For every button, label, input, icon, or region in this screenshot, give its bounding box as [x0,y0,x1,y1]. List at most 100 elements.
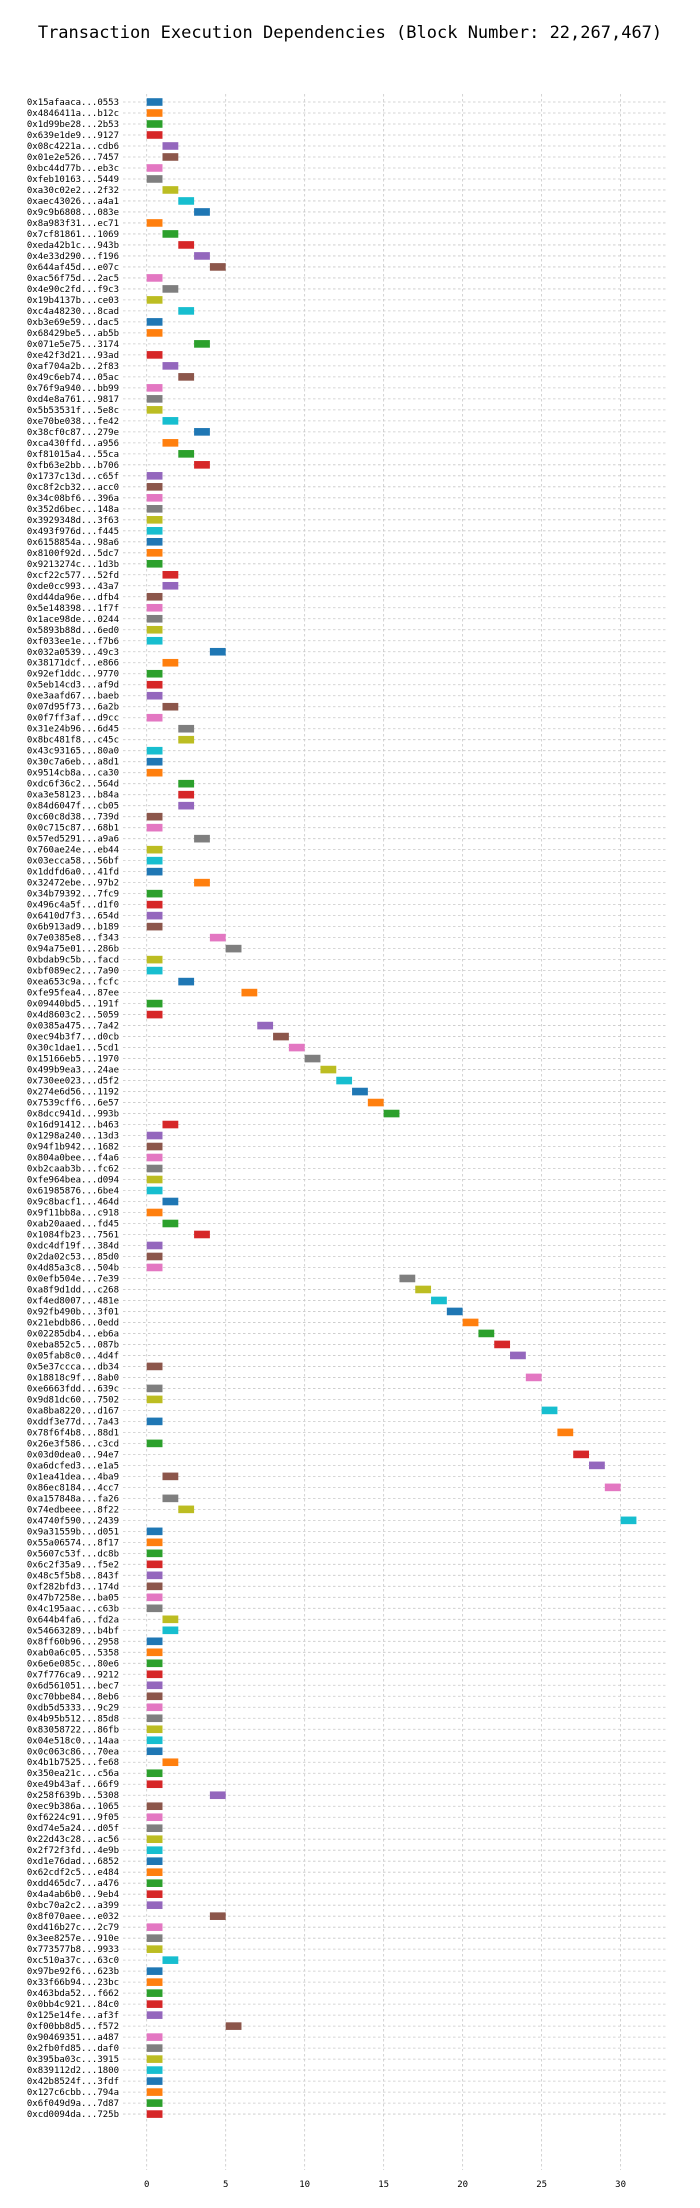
y-tick-label: 0xeda42b1c...943b [27,241,119,251]
y-tick-label: 0x1ea41dea...4ba9 [27,1472,119,1482]
y-tick-label: 0xfeb10163...5449 [27,175,119,185]
transaction-bar [146,680,163,689]
transaction-bar [162,1219,179,1228]
y-tick-label: 0xf6224c91...9f05 [27,1813,119,1823]
y-tick-label: 0x350ea21c...c56a [27,1769,119,1779]
transaction-bar [573,1450,590,1459]
transaction-bar [146,691,163,700]
transaction-bar [162,142,179,150]
y-tick-label: 0xea653c9a...fcfc [27,978,119,988]
y-tick-label: 0x01e2e526...7457 [27,153,119,163]
y-tick-label: 0xf00bb8d5...f572 [27,2022,119,2032]
y-tick-label: 0x4d8603c2...5059 [27,1011,119,1021]
y-tick-label: 0x7f776ca9...9212 [27,1670,119,1680]
y-tick-label: 0x18818c9f...8ab0 [27,1373,119,1383]
y-tick-label: 0xa30c02e2...2f32 [27,186,119,196]
transaction-bar [146,1714,163,1723]
y-tick-label: 0xa8f9d1dd...c268 [27,1285,119,1295]
transaction-bar [162,1120,179,1129]
y-tick-label: 0x496c4a5f...d1f0 [27,901,119,911]
x-tick-label: 15 [378,2180,389,2190]
y-tick-label: 0x21ebdb86...0edd [27,1318,119,1328]
transaction-bar [604,1483,621,1492]
transaction-bar [146,1417,163,1426]
transaction-bar [146,867,163,876]
transaction-bar [209,933,226,942]
transaction-bar [146,527,163,535]
y-tick-label: 0xdc4df19f...384d [27,1241,119,1251]
y-tick-label: 0x22d43c28...ac56 [27,1835,119,1845]
y-tick-label: 0x34c08bf6...396a [27,494,119,504]
transaction-bar [367,1098,384,1107]
transaction-bar [162,153,179,161]
y-tick-label: 0xf4ed8007...481e [27,1296,119,1306]
transaction-bar [146,1681,163,1690]
y-tick-label: 0x19b4137b...ce03 [27,296,119,306]
y-tick-label: 0x2da02c53...85d0 [27,1252,119,1262]
transaction-bar [146,1725,163,1734]
transaction-bar [146,1131,163,1140]
y-tick-label: 0x7cf81861...1069 [27,230,119,240]
y-tick-label: 0x4a4ab6b0...9eb4 [27,1890,119,1900]
transaction-bar [146,109,163,117]
transaction-bar [146,1560,163,1569]
x-tick-label: 0 [144,2180,149,2190]
transaction-bar [146,2044,163,2052]
transaction-bar [209,1791,226,1800]
y-tick-label: 0x03d0dea0...94e7 [27,1450,119,1460]
y-tick-label: 0xac56f75d...2ac5 [27,274,119,284]
transaction-bar [146,1846,163,1855]
y-tick-label: 0x05fab8c0...4d4f [27,1351,119,1361]
y-tick-label: 0x8bc481f8...c45c [27,736,119,746]
y-tick-label: 0xbf089ec2...7a90 [27,967,119,977]
transaction-bar [146,823,163,832]
y-tick-label: 0xa6dcfed3...e1a5 [27,1461,119,1471]
transaction-bar [146,1153,163,1162]
y-tick-label: 0x09440bd5...191f [27,1000,119,1010]
y-tick-label: 0x5607c53f...dc8b [27,1549,119,1559]
y-tick-label: 0x071e5e75...3174 [27,340,119,350]
y-tick-label: 0x5b53531f...5e8c [27,406,119,416]
transaction-bar [146,1901,163,1909]
y-tick-label: 0xcd0094da...725b [27,2110,119,2120]
y-tick-label: 0xfb63e2bb...b706 [27,461,119,471]
y-tick-label: 0x74edbeee...8f22 [27,1505,119,1515]
transaction-bar [146,1010,163,1019]
y-tick-label: 0x68429be5...ab5b [27,329,119,339]
transaction-bar [178,735,195,744]
y-tick-label: 0x125e14fe...af3f [27,2011,119,2021]
transaction-bar [146,406,163,414]
y-tick-label: 0x8ff60b96...2958 [27,1637,119,1647]
transaction-bar [146,1637,163,1646]
y-tick-label: 0x4b1b7525...fe68 [27,1758,119,1768]
transaction-bar [146,812,163,821]
transaction-bar [209,263,226,271]
transaction-bar [146,384,163,392]
transaction-bar [146,1384,163,1393]
y-tick-label: 0x0f7ff3af...d9cc [27,714,119,724]
x-tick-label: 30 [615,2180,626,2190]
y-tick-label: 0x97be92f6...623b [27,1967,119,1977]
transaction-bar [320,1065,337,1074]
y-tick-label: 0xa3e58123...b84a [27,791,119,801]
transaction-bar [146,2055,163,2063]
y-tick-label: 0xec94b3f7...d0cb [27,1033,119,1043]
transaction-bar [146,98,163,106]
y-tick-label: 0x8100f92d...5dc7 [27,549,119,559]
y-tick-label: 0x1737c13d...c65f [27,472,119,482]
y-tick-label: 0x773577b8...9933 [27,1945,119,1955]
y-tick-label: 0xfe95fea4...87ee [27,989,119,999]
transaction-bar [178,801,195,810]
y-tick-label: 0x9d81dc60...7502 [27,1395,119,1405]
transaction-bar [146,1593,163,1602]
y-tick-label: 0x31e24b96...6d45 [27,725,119,735]
y-tick-label: 0x4740f590...2439 [27,1516,119,1526]
transaction-bar [178,724,195,733]
y-tick-label: 0x6b913ad9...b189 [27,923,119,933]
transaction-bar [146,1549,163,1558]
transaction-bar [146,900,163,909]
transaction-bar [178,779,195,788]
y-tick-label: 0x804a0bee...f4a6 [27,1154,119,1164]
transaction-bar [162,230,179,238]
y-tick-label: 0x258f639b...5308 [27,1791,119,1801]
